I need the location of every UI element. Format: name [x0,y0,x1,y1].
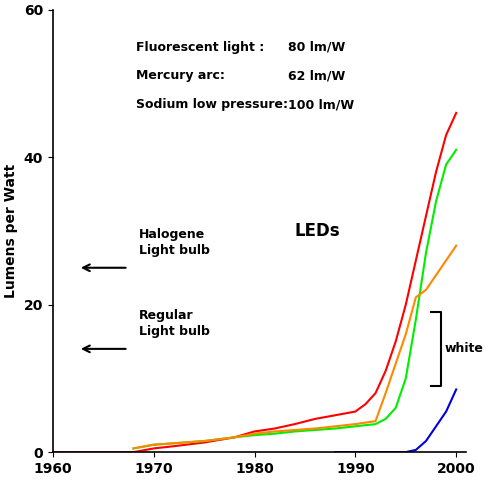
Text: white: white [443,342,482,355]
Text: 80 lm/W: 80 lm/W [288,41,345,54]
Y-axis label: Lumens per Watt: Lumens per Watt [4,164,18,298]
Text: LEDs: LEDs [294,222,340,240]
Text: 62 lm/W: 62 lm/W [288,70,345,83]
Text: 100 lm/W: 100 lm/W [288,98,354,111]
Text: Sodium low pressure:: Sodium low pressure: [135,98,291,111]
Text: Mercury arc:: Mercury arc: [135,70,263,83]
Text: Regular
Light bulb: Regular Light bulb [138,309,209,338]
Text: Fluorescent light :: Fluorescent light : [135,41,272,54]
Text: Halogene
Light bulb: Halogene Light bulb [138,228,209,257]
